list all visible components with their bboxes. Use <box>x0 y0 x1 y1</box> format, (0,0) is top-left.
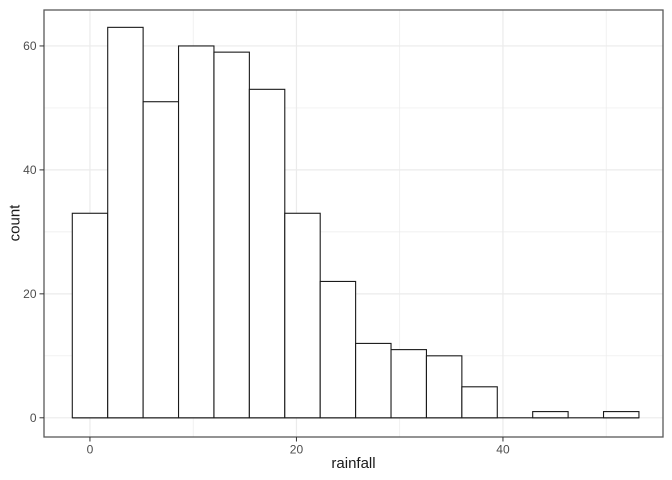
histogram-bar <box>425 355 463 419</box>
histogram-bar <box>319 280 357 419</box>
histogram-bar <box>177 45 215 419</box>
y-tick-label: 20 <box>23 287 37 301</box>
y-tick-label: 60 <box>23 39 37 53</box>
histogram-bar <box>248 88 286 419</box>
panel-border <box>43 9 664 438</box>
x-axis-title: rainfall <box>331 455 376 472</box>
y-tick-label: 40 <box>23 163 37 177</box>
histogram-bar <box>532 411 569 419</box>
histogram-bar <box>602 411 640 419</box>
x-tick-label: 20 <box>290 443 304 457</box>
y-tick-label: 0 <box>30 411 37 425</box>
histogram-bar <box>142 101 180 419</box>
x-tick-label: 0 <box>87 443 94 457</box>
histogram-bar <box>461 386 498 419</box>
histogram-bar <box>71 212 109 419</box>
histogram-bar <box>355 342 392 419</box>
histogram-bar <box>390 349 427 419</box>
histogram-bar <box>107 26 144 419</box>
histogram-bar <box>284 212 321 419</box>
histogram-bar <box>213 51 250 419</box>
x-tick-label: 40 <box>496 443 510 457</box>
y-axis-title: count <box>6 204 24 242</box>
